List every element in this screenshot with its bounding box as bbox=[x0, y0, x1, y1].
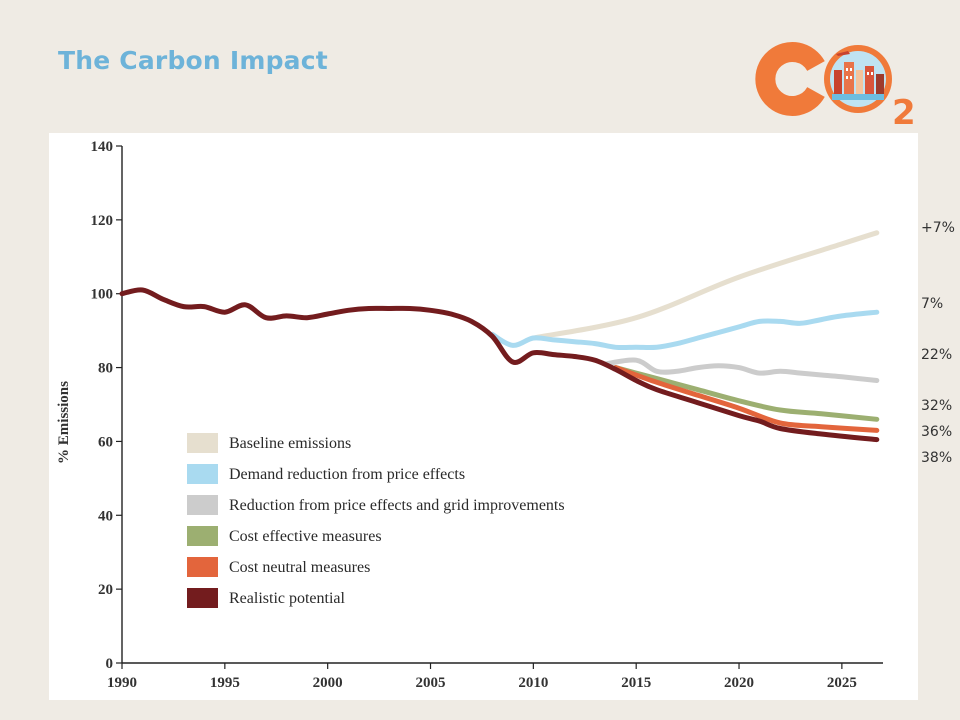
legend-label-cost-neutral-measures: Cost neutral measures bbox=[229, 559, 370, 576]
co2-logo-graphic: 2 bbox=[755, 42, 916, 133]
legend-swatch-cost-neutral-measures bbox=[187, 557, 218, 577]
pct-label-grid: 22% bbox=[921, 347, 953, 363]
x-tick-label: 1995 bbox=[210, 675, 240, 691]
y-tick-label: 40 bbox=[98, 508, 113, 524]
legend-swatch-reduction-from-price-effects-and-grid-improvements bbox=[187, 495, 218, 515]
pct-label-realistic: 38% bbox=[921, 450, 953, 466]
legend-swatch-baseline-emissions bbox=[187, 433, 218, 453]
x-tick-label: 2000 bbox=[313, 675, 343, 691]
pct-label-demand: 7% bbox=[921, 296, 944, 312]
series-line-baseline-emissions bbox=[530, 230, 880, 341]
series-line-cost-effective-measures bbox=[613, 365, 880, 422]
x-tick-label: 1990 bbox=[107, 675, 137, 691]
pct-label-cost-neutral: 36% bbox=[921, 424, 953, 440]
svg-text:2: 2 bbox=[892, 93, 916, 128]
y-tick-label: 140 bbox=[91, 139, 114, 155]
y-tick-label: 0 bbox=[106, 656, 114, 672]
legend-swatch-demand-reduction-from-price-effects bbox=[187, 464, 218, 484]
legend-label-demand-reduction-from-price-effects: Demand reduction from price effects bbox=[229, 466, 465, 483]
y-tick-label: 20 bbox=[98, 582, 113, 598]
series-line-realistic-potential bbox=[119, 287, 880, 443]
series-line-cost-neutral-measures bbox=[613, 365, 880, 433]
series-line-demand-reduction-from-price-effects bbox=[489, 309, 880, 351]
x-tick-label: 2020 bbox=[724, 675, 754, 691]
series-line-reduction-from-price-effects-and-grid-improvements bbox=[602, 357, 880, 383]
x-tick-label: 2005 bbox=[416, 675, 446, 691]
reduction-labels: +7% 7% 22% 32% 36% 38% bbox=[921, 0, 960, 720]
y-axis-label: % Emissions bbox=[56, 381, 72, 464]
legend-label-realistic-potential: Realistic potential bbox=[229, 590, 346, 607]
pct-label-cost-effective: 32% bbox=[921, 398, 953, 414]
page-title: The Carbon Impact bbox=[58, 46, 328, 75]
emissions-line-chart: 0 20 40 60 80 100 120 140 1990 1995 2000 2005 2010 20… bbox=[56, 139, 883, 691]
y-tick-label: 120 bbox=[91, 213, 114, 229]
y-tick-label: 60 bbox=[98, 434, 113, 450]
x-tick-label: 2015 bbox=[621, 675, 651, 691]
legend-swatch-realistic-potential bbox=[187, 588, 218, 608]
legend-label-baseline-emissions: Baseline emissions bbox=[229, 435, 351, 452]
y-tick-label: 80 bbox=[98, 361, 113, 377]
legend-label-reduction-from-price-effects-and-grid-improvements: Reduction from price effects and grid im… bbox=[229, 497, 565, 514]
x-tick-label: 2025 bbox=[827, 675, 857, 691]
y-tick-label: 100 bbox=[91, 287, 114, 303]
legend-label-cost-effective-measures: Cost effective measures bbox=[229, 528, 382, 545]
pct-label-baseline: +7% bbox=[921, 220, 955, 236]
chart-panel: 0 20 40 60 80 100 120 140 1990 1995 2000 2005 2010 20… bbox=[49, 133, 918, 700]
x-tick-label: 2010 bbox=[518, 675, 548, 691]
co2-logo: 2 bbox=[752, 40, 920, 133]
legend-swatch-cost-effective-measures bbox=[187, 526, 218, 546]
